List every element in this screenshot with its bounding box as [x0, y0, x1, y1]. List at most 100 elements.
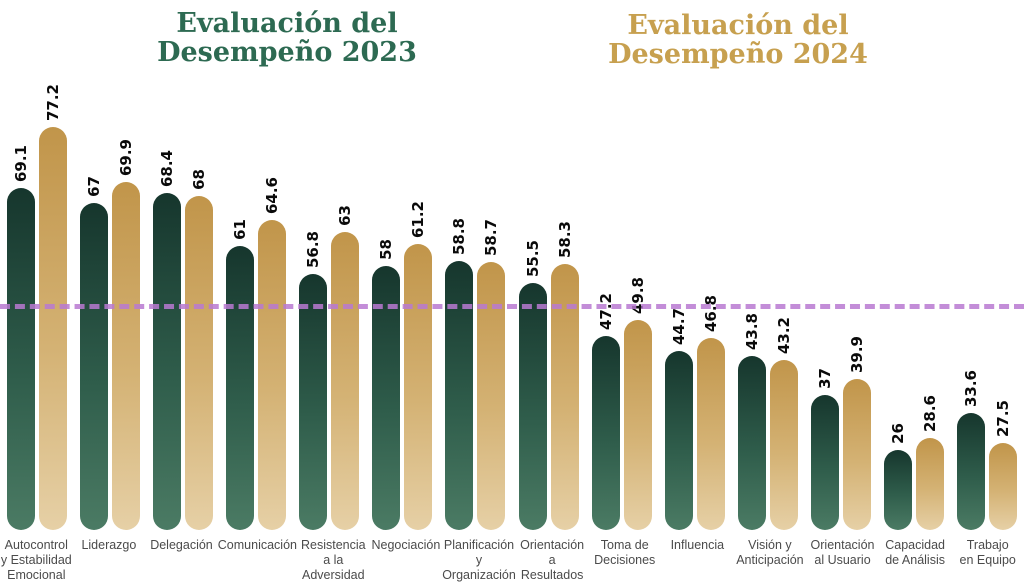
bar-wrap-2024: 68 — [184, 169, 213, 530]
bar-wrap-2024: 49.8 — [623, 277, 652, 530]
bar-value-label: 61.2 — [409, 200, 428, 238]
bar-wrap-2024: 69.9 — [111, 138, 140, 530]
bar-2023 — [591, 336, 620, 530]
title-2023-line1: Evaluación del — [176, 8, 398, 39]
bar-2024 — [111, 182, 140, 530]
bar-2024 — [843, 379, 872, 530]
bar-2024 — [989, 443, 1018, 530]
bar-2023 — [664, 351, 693, 530]
bar-wrap-2023: 68.4 — [152, 149, 181, 530]
category-label: Influencia — [670, 538, 725, 552]
bar-value-label: 69.9 — [116, 138, 135, 176]
bar-wrap-2024: 27.5 — [989, 399, 1018, 530]
bar-value-label: 43.2 — [774, 316, 793, 354]
category-label: Comunicación — [217, 538, 297, 552]
bar-wrap-2023: 43.8 — [737, 313, 766, 530]
bar-2024 — [769, 360, 798, 530]
bar-2024 — [477, 262, 506, 530]
bar-value-label: 33.6 — [962, 369, 981, 407]
bar-2023 — [152, 193, 181, 530]
bar-value-label: 26 — [889, 423, 908, 444]
bar-group: 61 64.6 — [219, 0, 292, 530]
bar-wrap-2023: 47.2 — [591, 292, 620, 530]
bar-2023 — [372, 266, 401, 530]
category-label: Orientación al Usuario — [810, 538, 875, 567]
bar-wrap-2023: 37 — [811, 368, 840, 530]
bar-group: 26 28.6 — [878, 0, 951, 530]
bar-wrap-2024: 61.2 — [404, 200, 433, 530]
category-label: Resistencia a la Adversidad — [300, 538, 366, 582]
title-2024: Evaluación del Desempeño 2024 — [578, 11, 898, 69]
bar-wrap-2024: 58.3 — [550, 220, 579, 530]
category-label: Visión y Anticipación — [736, 538, 804, 567]
bar-group: 47.2 49.8 — [585, 0, 658, 530]
bar-value-label: 47.2 — [596, 292, 615, 330]
category-label: Negociación — [371, 538, 441, 552]
bar-value-label: 58.8 — [450, 217, 469, 255]
bar-value-label: 67 — [84, 176, 103, 197]
bar-wrap-2023: 56.8 — [299, 231, 328, 530]
bars-row: 69.1 77.2 67 69.9 68.4 68 61 64.6 56.8 63 58 61.2 58… — [6, 0, 1018, 530]
bar-2023 — [811, 395, 840, 530]
bar-value-label: 63 — [336, 205, 355, 226]
category-label: Liderazgo — [81, 538, 137, 552]
bar-value-label: 68 — [189, 169, 208, 190]
bar-wrap-2024: 77.2 — [38, 83, 67, 530]
bar-wrap-2024: 64.6 — [257, 177, 286, 530]
category-label: Autocontrol y Estabilidad Emocional — [0, 538, 72, 582]
category-labels-row: Autocontrol y Estabilidad Emocional Lideraz… — [0, 538, 1024, 583]
category-label: Delegación — [150, 538, 213, 552]
bar-value-label: 58 — [377, 239, 396, 260]
bar-value-label: 44.7 — [669, 307, 688, 345]
title-2023: Evaluación del Desempeño 2023 — [127, 9, 447, 67]
bar-2024 — [257, 220, 286, 530]
bar-group: 44.7 46.8 — [658, 0, 731, 530]
bar-2023 — [884, 450, 913, 530]
bar-2023 — [518, 283, 547, 530]
bar-wrap-2024: 39.9 — [843, 335, 872, 530]
bar-2024 — [404, 244, 433, 530]
bar-group: 58 61.2 — [366, 0, 439, 530]
bar-value-label: 58.3 — [555, 220, 574, 258]
bar-wrap-2024: 63 — [331, 205, 360, 530]
bar-value-label: 39.9 — [848, 335, 867, 373]
bar-2023 — [445, 261, 474, 530]
bar-group: 55.5 58.3 — [512, 0, 585, 530]
bar-value-label: 37 — [816, 368, 835, 389]
bar-value-label: 61 — [230, 219, 249, 240]
bar-value-label: 77.2 — [43, 83, 62, 121]
category-label: Orientación a Resultados — [520, 538, 585, 582]
bar-wrap-2023: 67 — [79, 176, 108, 530]
bar-wrap-2023: 58.8 — [445, 217, 474, 530]
bar-2024 — [331, 232, 360, 530]
category-label: Capacidad de Análisis — [885, 538, 945, 567]
bar-group: 58.8 58.7 — [439, 0, 512, 530]
bar-2023 — [957, 413, 986, 530]
bar-wrap-2023: 33.6 — [957, 369, 986, 530]
bar-value-label: 68.4 — [157, 149, 176, 187]
bar-2023 — [225, 246, 254, 530]
bar-value-label: 69.1 — [11, 144, 30, 182]
bar-group: 43.8 43.2 — [731, 0, 804, 530]
bar-wrap-2023: 55.5 — [518, 240, 547, 530]
reference-dashed-line — [0, 304, 1024, 309]
bar-2024 — [38, 127, 67, 530]
bar-group: 56.8 63 — [293, 0, 366, 530]
bar-wrap-2024: 43.2 — [769, 316, 798, 530]
title-2023-line2: Desempeño 2023 — [157, 37, 417, 68]
bar-group: 37 39.9 — [805, 0, 878, 530]
bar-2024 — [916, 438, 945, 530]
bar-group: 68.4 68 — [146, 0, 219, 530]
bar-2023 — [6, 188, 35, 530]
bar-value-label: 58.7 — [482, 218, 501, 256]
category-label: Planificación y Organización — [442, 538, 516, 582]
bar-2023 — [299, 274, 328, 530]
bar-2024 — [184, 196, 213, 530]
bar-value-label: 28.6 — [921, 394, 940, 432]
bar-value-label: 27.5 — [994, 399, 1013, 437]
bar-value-label: 46.8 — [701, 294, 720, 332]
category-label: Trabajo en Equipo — [959, 538, 1016, 567]
bar-wrap-2023: 26 — [884, 423, 913, 530]
bar-2024 — [623, 320, 652, 530]
